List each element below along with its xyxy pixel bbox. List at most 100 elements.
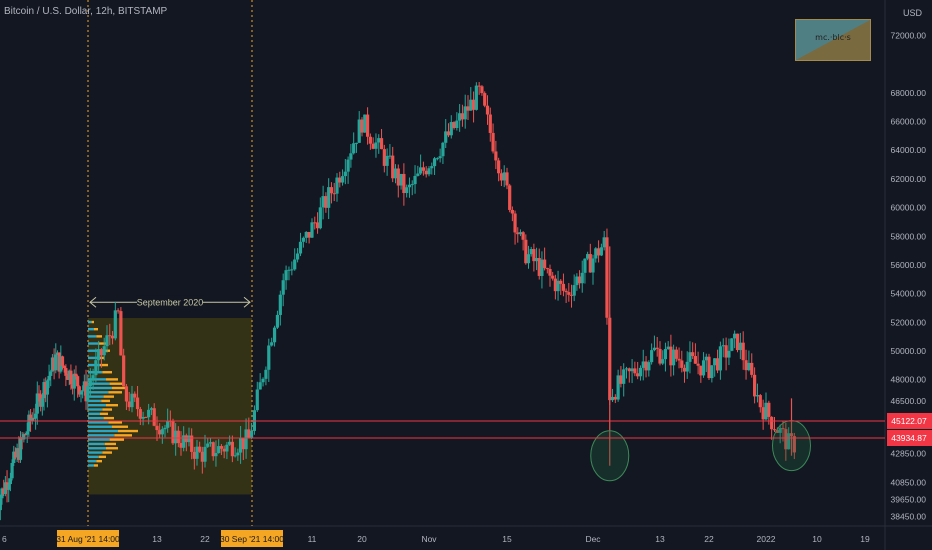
candle-body [483,93,487,106]
candle-body [79,391,83,395]
candle-body [324,196,328,208]
volume-profile-bar-up [94,328,98,331]
candle-body [532,249,536,262]
candle-body [298,241,303,254]
candle-body [650,350,654,363]
candle-body [264,369,268,379]
candle-body [452,122,456,128]
x-tick-label: 11 [308,534,317,544]
candle-body [108,335,112,337]
candle-body [247,429,251,439]
candle-body [715,358,720,371]
y-tick-label: 50000.00 [891,346,927,356]
candle-body [84,381,88,402]
candle-body [82,381,86,391]
candle-body [561,283,566,291]
candle-body [502,172,506,181]
candle-body [605,237,609,318]
candle-body [176,430,180,444]
candle-body [343,171,347,177]
y-tick-label: 68000.00 [891,88,927,98]
candle-body [228,441,232,445]
candle-body [94,360,98,376]
candle-body [130,393,134,408]
candle-body [374,142,378,149]
candle-body [200,451,204,462]
price-badge [887,412,932,429]
candle-body [267,345,271,370]
candle-body [753,374,757,397]
x-tick-label: 13 [655,534,665,544]
candle-body [45,380,49,395]
candle-body [602,237,606,248]
candle-body [135,397,140,410]
volume-profile-bar-up [108,421,122,424]
x-tick-label: 22 [200,534,210,544]
x-tick-label: 19 [860,534,870,544]
candle-body [446,131,451,136]
candle-body [636,373,640,377]
y-tick-label: 46500.00 [891,396,927,406]
candle-body [313,222,317,224]
candle-body [379,138,384,150]
volume-profile-bar-up [118,429,138,433]
volume-profile-bar-up [112,386,128,390]
candle-body [238,438,243,453]
candle-body [0,498,2,511]
candle-body [62,365,66,369]
candle-body [707,356,711,379]
candle-body [416,173,420,176]
candle-body [733,333,737,339]
candle-body [652,347,657,351]
candle-body [427,168,431,175]
candle-body [594,248,598,259]
candle-body [360,119,364,133]
candle-body [174,430,178,444]
volume-profile-bar-down [88,459,97,463]
candle-body [513,213,517,233]
y-tick-label: 38450.00 [891,512,927,522]
candle-body [122,355,126,387]
candle-body [0,488,4,499]
candle-body [781,428,785,430]
candle-body [534,258,539,262]
candle-body [37,393,41,395]
y-tick-label: 64000.00 [891,145,927,155]
candle-body [2,488,6,494]
candle-body [47,375,51,381]
candle-body [730,338,734,351]
volume-profile-bar-up [112,425,128,428]
range-label: September 2020 [137,297,204,307]
candle-body [30,417,34,422]
x-tick-label: 20 [357,534,367,544]
y-tick-label: 40850.00 [891,477,927,487]
candle-body [741,342,745,361]
candle-body [198,446,202,452]
volume-profile-bar-down [88,363,100,367]
volume-profile-bar-down [88,391,109,394]
candle-body [64,368,68,376]
volume-profile-bar-down [88,356,98,360]
volume-profile-bar-down [88,412,100,416]
volume-profile-bar-down [88,382,110,385]
candle-body [548,268,552,276]
candle-body [685,361,689,372]
candle-body [458,113,462,121]
candle-body [610,396,615,401]
candle-body [44,382,48,395]
candle-body [211,442,215,457]
candle-body [287,269,291,271]
candle-body [430,166,434,169]
candle-body [441,142,445,157]
candle-body [599,247,603,256]
candle-body [744,360,748,371]
candle-body [110,335,115,339]
candle-body [332,193,336,195]
candle-body [775,430,779,433]
candle-body [77,386,81,395]
candle-body [72,373,76,389]
candle-body [674,349,678,359]
candle-body [76,376,80,387]
candle-body [449,122,453,136]
